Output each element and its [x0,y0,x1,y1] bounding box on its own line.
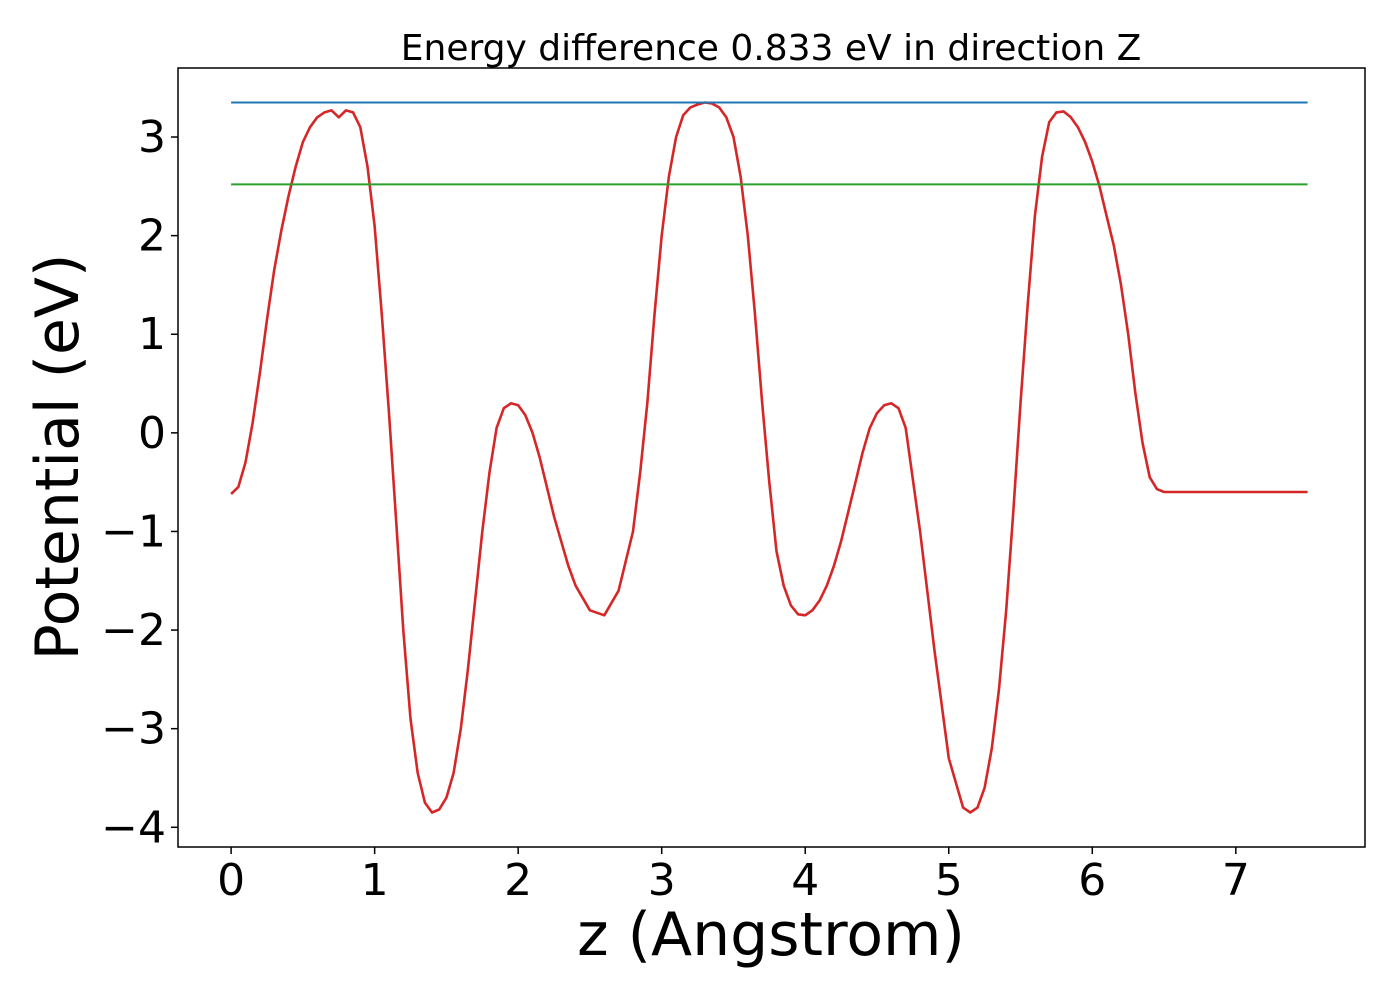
chart-title: Energy difference 0.833 eV in direction … [401,28,1142,69]
x-axis: 0 1 2 3 4 5 6 7 [217,847,1250,906]
x-axis-title: z (Angstrom) [577,900,965,970]
y-tick-label: 3 [138,112,166,163]
x-tick-label: 3 [648,855,676,906]
y-axis: −4 −3 −2 −1 0 1 2 3 [101,112,178,853]
y-tick-label: 0 [138,408,166,459]
y-tick-label: 2 [138,211,166,262]
x-tick-label: 2 [504,855,532,906]
plot-frame [177,67,1366,848]
y-tick-label: −3 [101,704,166,755]
x-tick-label: 4 [791,855,819,906]
series-line-1 [230,101,1308,814]
x-tick-label: 5 [935,855,963,906]
y-tick-label: −2 [101,605,166,656]
y-tick-label: −4 [101,802,166,853]
x-tick-label: 0 [217,855,245,906]
series-layer [230,101,1308,814]
y-axis-title: Potential (eV) [23,254,93,661]
y-tick-label: −1 [101,506,166,557]
y-tick-label: 1 [138,309,166,360]
x-tick-label: 7 [1222,855,1250,906]
x-tick-label: 1 [361,855,389,906]
x-tick-label: 6 [1078,855,1106,906]
